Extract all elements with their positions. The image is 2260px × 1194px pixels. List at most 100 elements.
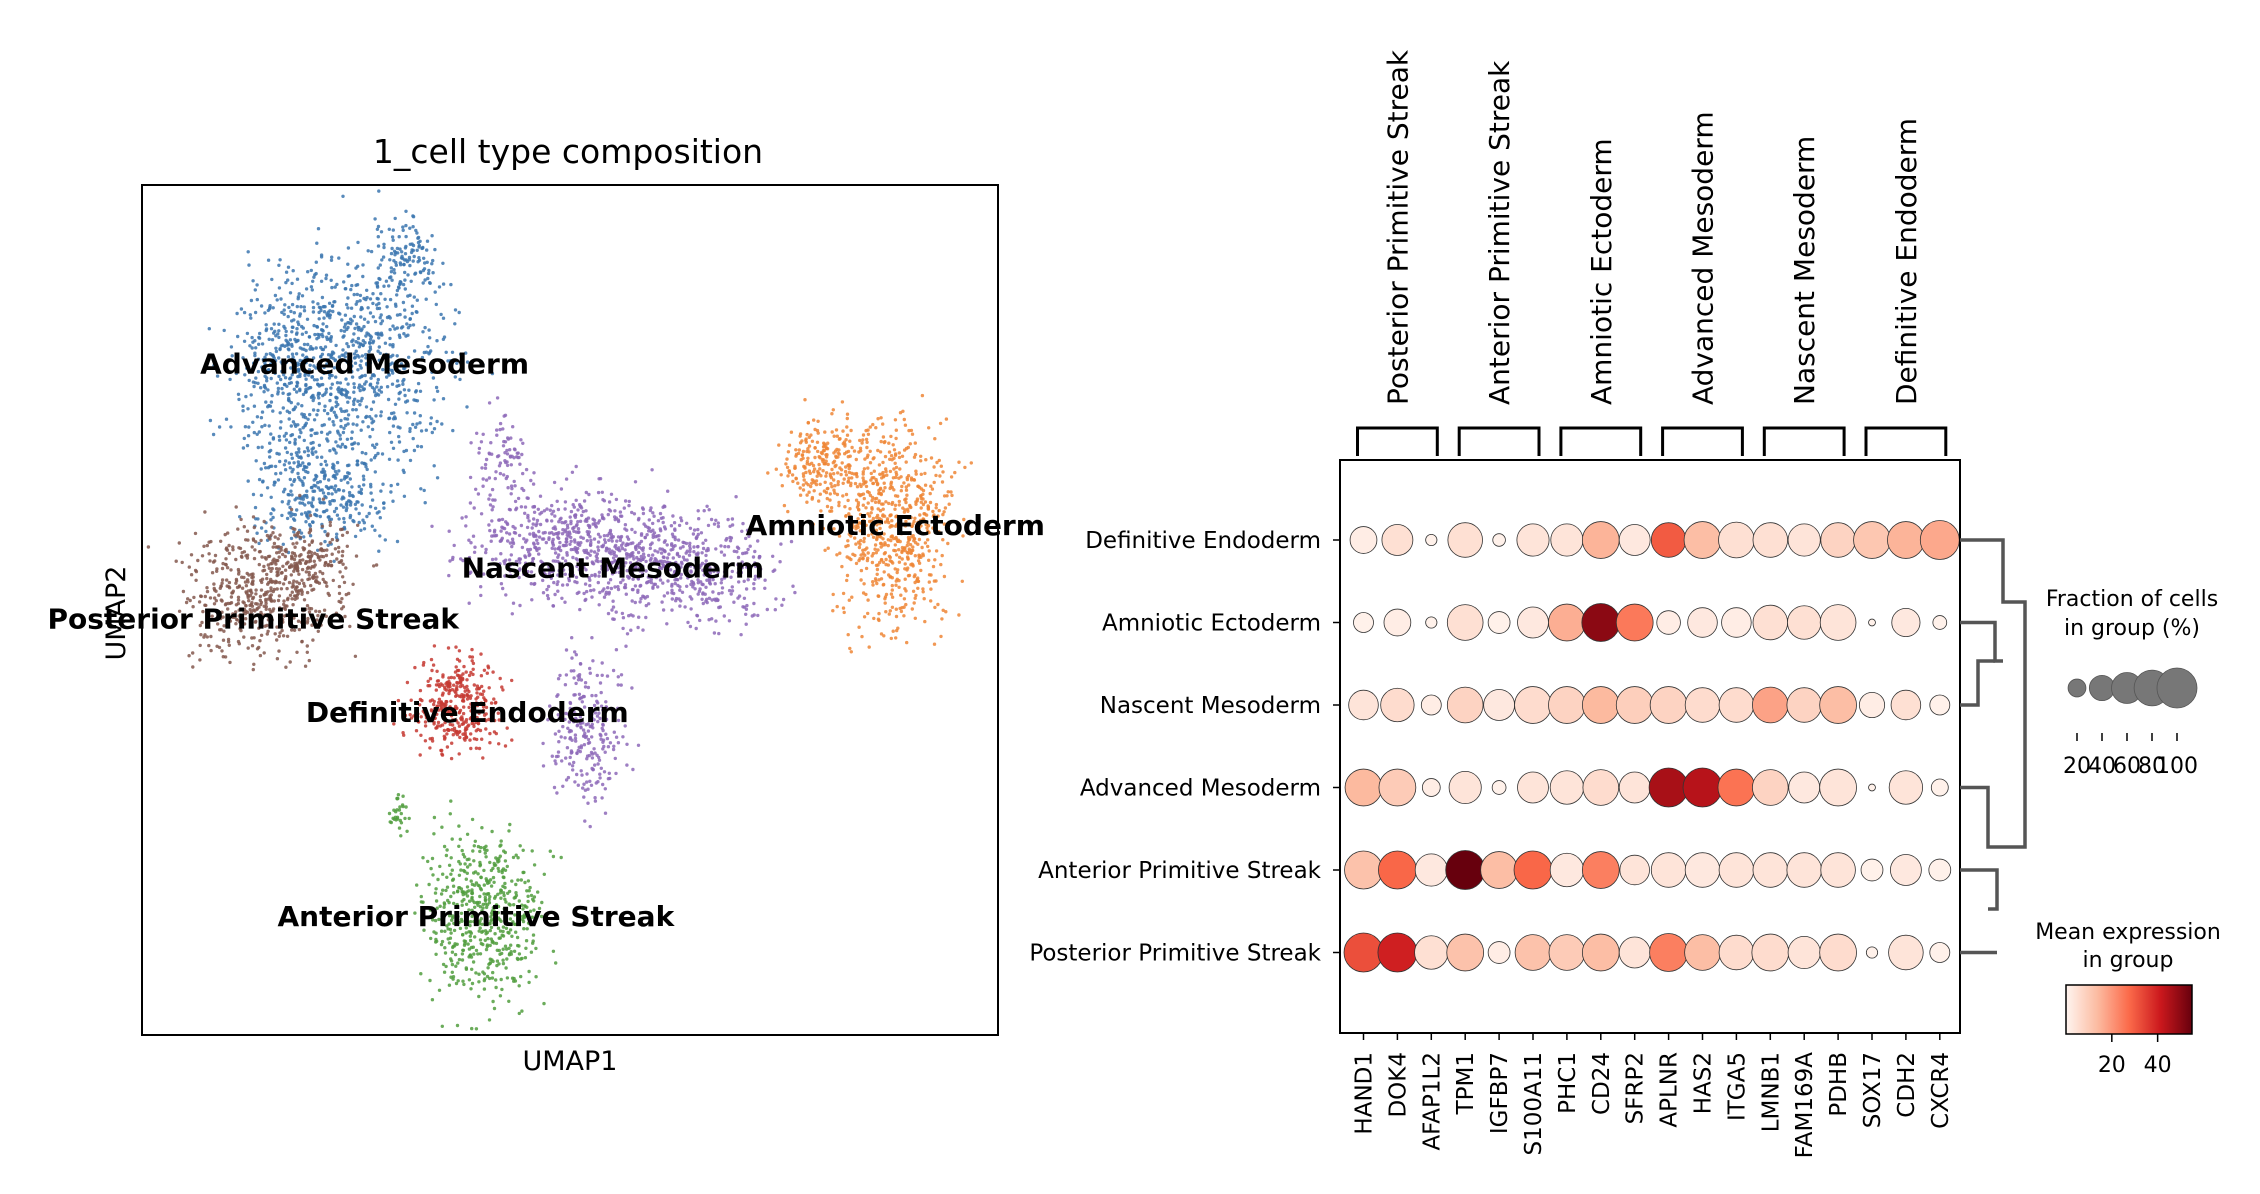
umap-point <box>245 331 250 336</box>
umap-point <box>304 520 308 524</box>
umap-point <box>927 558 931 562</box>
umap-point <box>462 664 466 669</box>
umap-point <box>316 393 320 397</box>
umap-point <box>422 256 426 260</box>
umap-point <box>325 432 330 436</box>
umap-point <box>893 507 897 511</box>
umap-point <box>496 892 500 896</box>
umap-point <box>308 347 312 351</box>
umap-point <box>513 484 517 488</box>
umap-point <box>403 287 407 291</box>
umap-point <box>285 516 290 521</box>
umap-point <box>698 618 702 623</box>
umap-point <box>477 711 481 715</box>
umap-point <box>477 746 482 751</box>
umap-point <box>379 410 383 414</box>
umap-point <box>893 453 898 457</box>
umap-point <box>842 477 846 481</box>
umap-point <box>809 484 813 489</box>
umap-point <box>340 607 344 611</box>
umap-point <box>369 376 373 380</box>
umap-point <box>435 669 439 673</box>
umap-point <box>844 465 848 469</box>
umap-point <box>619 580 623 585</box>
umap-point <box>893 503 898 507</box>
umap-point <box>722 614 726 618</box>
umap-point <box>621 578 625 582</box>
umap-point <box>255 607 259 611</box>
umap-point <box>200 554 205 558</box>
umap-point <box>592 537 597 541</box>
umap-point <box>265 623 269 628</box>
umap-point <box>399 362 404 366</box>
umap-point <box>264 607 268 611</box>
umap-point <box>332 410 336 414</box>
umap-point <box>209 539 213 544</box>
umap-point <box>661 563 666 567</box>
umap-point <box>582 548 586 553</box>
umap-point <box>565 553 569 557</box>
umap-point <box>397 383 401 388</box>
umap-point <box>415 298 419 302</box>
umap-point <box>391 446 396 450</box>
umap-point <box>428 422 433 426</box>
umap-point <box>484 727 488 731</box>
umap-point <box>583 685 588 689</box>
umap-point <box>870 554 874 558</box>
umap-point <box>837 534 842 538</box>
umap-point <box>906 516 911 521</box>
umap-point <box>352 519 356 524</box>
umap-point <box>252 556 257 561</box>
umap-point <box>309 501 314 505</box>
umap-point <box>290 352 295 356</box>
umap-point <box>576 530 581 535</box>
umap-point <box>625 742 629 746</box>
umap-point <box>388 430 392 435</box>
umap-point <box>696 578 700 582</box>
umap-point <box>298 478 302 482</box>
umap-point <box>260 555 264 559</box>
umap-point <box>579 678 584 682</box>
umap-point <box>562 543 567 548</box>
umap-point <box>611 599 615 603</box>
umap-point <box>267 424 271 428</box>
umap-point <box>269 533 273 537</box>
umap-point <box>321 510 326 514</box>
umap-point <box>429 416 433 420</box>
umap-point <box>517 558 521 562</box>
umap-point <box>914 500 918 504</box>
umap-point <box>256 381 260 385</box>
umap-point <box>706 548 710 552</box>
umap-point <box>696 581 700 585</box>
umap-point <box>623 499 628 503</box>
umap-point <box>247 425 251 429</box>
umap-point <box>286 392 290 397</box>
umap-point <box>373 445 377 450</box>
umap-point <box>730 569 734 574</box>
umap-point <box>338 433 342 437</box>
umap-point <box>491 970 495 975</box>
umap-point <box>557 561 562 565</box>
umap-point <box>445 732 449 736</box>
umap-point <box>285 409 289 413</box>
umap-point <box>317 609 322 614</box>
umap-point <box>723 544 727 549</box>
umap-point <box>377 510 381 514</box>
umap-point <box>528 532 532 536</box>
umap-point <box>331 447 336 451</box>
umap-point <box>651 535 655 539</box>
umap-point <box>553 759 557 763</box>
umap-point <box>390 235 395 239</box>
umap-point <box>510 879 514 883</box>
umap-point <box>556 589 560 593</box>
umap-point <box>412 398 416 402</box>
umap-point <box>377 345 381 349</box>
umap-point <box>677 523 682 528</box>
umap-point <box>325 324 329 329</box>
umap-point <box>588 779 592 783</box>
umap-point <box>610 572 615 576</box>
umap-point <box>408 242 412 246</box>
umap-point <box>349 287 353 292</box>
umap-point <box>828 492 832 496</box>
umap-point <box>350 369 354 374</box>
